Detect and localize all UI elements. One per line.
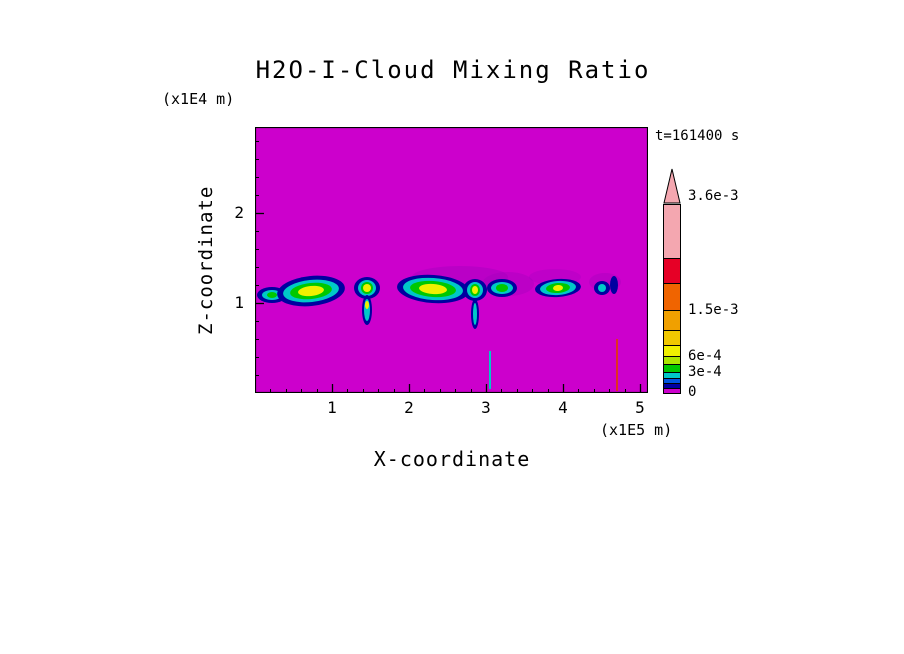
z-axis-label: Z-coordinate xyxy=(195,185,217,335)
colorbar-segment-navy xyxy=(664,383,680,388)
x-axis-units: (x1E5 m) xyxy=(600,421,673,439)
colorbar-label: 0 xyxy=(688,384,697,400)
y-axis-units: (x1E4 m) xyxy=(162,90,235,108)
colorbar-scale xyxy=(663,204,681,394)
x-tick-label: 3 xyxy=(481,398,491,417)
colorbar-segment-amber xyxy=(664,330,680,345)
x-tick-label: 4 xyxy=(558,398,568,417)
x-tick-label: 5 xyxy=(635,398,645,417)
colorbar-segment-magenta xyxy=(664,388,680,393)
colorbar-segment-blue xyxy=(664,378,680,383)
colorbar-segment-yellow xyxy=(664,345,680,356)
x-tick-labels: 1 2 3 4 5 xyxy=(255,398,648,420)
colorbar-segment-red xyxy=(664,258,680,283)
colorbar-label: 6e-4 xyxy=(688,348,722,364)
x-tick-label: 1 xyxy=(327,398,337,417)
x-tick-label: 2 xyxy=(404,398,414,417)
colorbar-segment-green xyxy=(664,364,680,372)
colorbar-arrow-icon xyxy=(663,168,681,204)
colorbar-label: 3e-4 xyxy=(688,364,722,380)
plot-area xyxy=(255,127,648,393)
colorbar: 3.6e-3 1.5e-3 6e-4 3e-4 0 xyxy=(663,168,753,400)
chart-title: H2O-I-Cloud Mixing Ratio xyxy=(255,56,651,84)
time-annotation: t=161400 s xyxy=(655,128,740,144)
contour-field xyxy=(255,127,648,393)
colorbar-label: 3.6e-3 xyxy=(688,188,739,204)
colorbar-segment-pink xyxy=(664,205,680,258)
colorbar-label: 1.5e-3 xyxy=(688,302,739,318)
x-axis-label: X-coordinate xyxy=(373,447,531,471)
colorbar-segment-cyan xyxy=(664,372,680,378)
z-tick-label: 2 xyxy=(234,203,244,222)
colorbar-segment-ygreen xyxy=(664,356,680,364)
colorbar-segment-orangered xyxy=(664,283,680,310)
z-tick-label: 1 xyxy=(234,293,244,312)
colorbar-segment-orange xyxy=(664,310,680,330)
